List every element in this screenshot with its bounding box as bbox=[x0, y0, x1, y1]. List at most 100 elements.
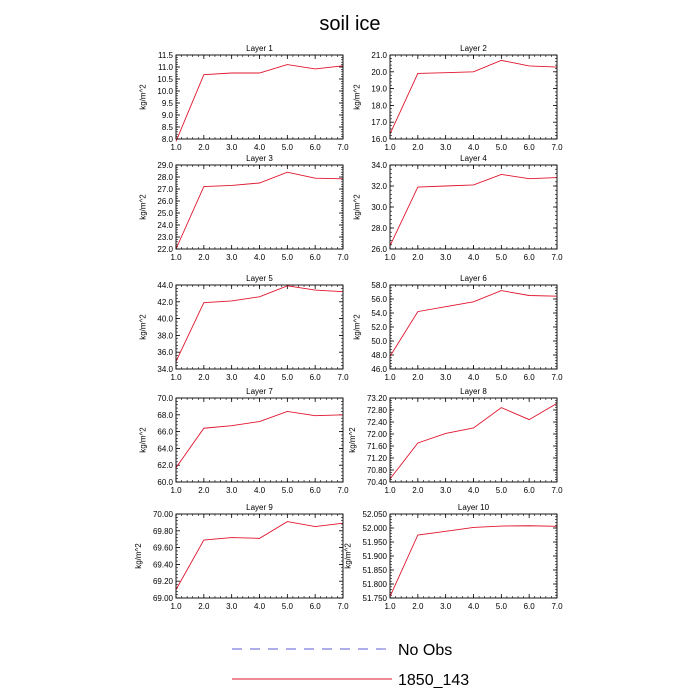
plot-frame bbox=[175, 397, 344, 483]
x-tick-label: 4.0 bbox=[468, 253, 480, 262]
legend: No Obs 1850_143 bbox=[232, 642, 469, 689]
panel-layer-2: Layer 2 16.0 17.0 18.0 19.0 20.0 21.0 1.0 2.0 3.0… bbox=[353, 44, 564, 152]
x-tick-label: 4.0 bbox=[254, 143, 266, 152]
y-tick-label: 72.80 bbox=[367, 406, 388, 415]
x-tick-label: 4.0 bbox=[468, 602, 480, 611]
y-tick-label: 8.5 bbox=[162, 123, 174, 132]
x-tick-label: 2.0 bbox=[412, 143, 424, 152]
panel-title: Layer 4 bbox=[460, 154, 487, 163]
y-axis-label: kg/m^2 bbox=[134, 543, 143, 569]
panel-title: Layer 10 bbox=[458, 503, 490, 512]
series-line-1850_143 bbox=[389, 59, 558, 135]
panel-title: Layer 7 bbox=[246, 387, 273, 396]
x-tick-label: 2.0 bbox=[198, 602, 210, 611]
panel-layer-5: Layer 5 34.0 36.0 38.0 40.0 42.0 44.0 1.0 2.0 3.0… bbox=[139, 274, 350, 382]
x-tick-label: 7.0 bbox=[337, 373, 349, 382]
y-tick-label: 50.0 bbox=[371, 337, 387, 346]
y-tick-label: 60.0 bbox=[157, 478, 173, 487]
y-tick-label: 36.0 bbox=[157, 348, 173, 357]
y-axis-label: kg/m^2 bbox=[353, 84, 362, 110]
x-tick-label: 3.0 bbox=[440, 486, 452, 495]
x-tick-label: 2.0 bbox=[198, 373, 210, 382]
plot-frame bbox=[175, 513, 344, 599]
y-tick-label: 40.0 bbox=[157, 315, 173, 324]
y-tick-label: 27.0 bbox=[157, 185, 173, 194]
x-tick-label: 5.0 bbox=[282, 253, 294, 262]
y-tick-label: 71.60 bbox=[367, 442, 388, 451]
x-tick-label: 2.0 bbox=[198, 486, 210, 495]
y-tick-label: 51.750 bbox=[363, 594, 388, 603]
x-tick-label: 7.0 bbox=[551, 253, 563, 262]
x-tick-label: 5.0 bbox=[282, 373, 294, 382]
x-tick-label: 3.0 bbox=[440, 143, 452, 152]
x-tick-label: 2.0 bbox=[412, 253, 424, 262]
panel-layer-7: Layer 7 60.0 62.0 64.0 66.0 68.0 70.0 1.0 2.0 3.0… bbox=[139, 387, 350, 495]
x-tick-label: 6.0 bbox=[310, 143, 322, 152]
x-tick-label: 5.0 bbox=[282, 143, 294, 152]
y-tick-label: 58.0 bbox=[371, 281, 387, 290]
y-tick-label: 62.0 bbox=[157, 461, 173, 470]
y-tick-label: 69.60 bbox=[153, 544, 174, 553]
x-tick-label: 5.0 bbox=[282, 486, 294, 495]
series-line-1850_143 bbox=[389, 525, 558, 597]
panel-title: Layer 9 bbox=[246, 503, 273, 512]
y-tick-label: 24.0 bbox=[157, 221, 173, 230]
y-tick-label: 21.0 bbox=[371, 51, 387, 60]
panel-layer-4: Layer 4 26.0 28.0 30.0 32.0 34.0 1.0 2.0 3.0 4.0 5… bbox=[353, 154, 564, 262]
legend-label: 1850_143 bbox=[398, 672, 469, 689]
y-tick-label: 20.0 bbox=[371, 68, 387, 77]
figure-title: soil ice bbox=[319, 13, 380, 35]
panel-layer-3: Layer 3 22.0 23.0 24.0 25.0 26.0 27.0 28.0 29.0 1… bbox=[139, 154, 350, 262]
x-tick-label: 1.0 bbox=[384, 486, 396, 495]
y-tick-label: 54.0 bbox=[371, 309, 387, 318]
y-tick-label: 72.40 bbox=[367, 418, 388, 427]
x-tick-label: 6.0 bbox=[524, 143, 536, 152]
y-tick-label: 22.0 bbox=[157, 245, 173, 254]
x-tick-label: 7.0 bbox=[551, 486, 563, 495]
x-tick-label: 1.0 bbox=[170, 486, 182, 495]
x-tick-label: 7.0 bbox=[337, 486, 349, 495]
y-tick-label: 69.20 bbox=[153, 577, 174, 586]
panel-title: Layer 6 bbox=[460, 274, 487, 283]
series-line-1850_143 bbox=[175, 64, 344, 142]
y-tick-label: 70.80 bbox=[367, 466, 388, 475]
y-tick-label: 11.0 bbox=[158, 63, 174, 72]
series-line-1850_143 bbox=[175, 410, 344, 468]
y-tick-label: 17.0 bbox=[371, 118, 387, 127]
x-tick-label: 7.0 bbox=[551, 602, 563, 611]
panel-title: Layer 8 bbox=[460, 387, 487, 396]
x-tick-label: 2.0 bbox=[412, 602, 424, 611]
y-tick-label: 10.5 bbox=[157, 75, 173, 84]
panel-layer-9: Layer 9 69.00 69.20 69.40 69.60 69.80 70.00 1.0… bbox=[134, 503, 349, 611]
y-tick-label: 9.5 bbox=[162, 99, 174, 108]
y-tick-label: 44.0 bbox=[157, 281, 173, 290]
x-tick-label: 6.0 bbox=[310, 253, 322, 262]
x-tick-label: 1.0 bbox=[384, 373, 396, 382]
y-tick-label: 71.20 bbox=[367, 454, 388, 463]
x-tick-label: 5.0 bbox=[496, 602, 508, 611]
y-axis-label: kg/m^2 bbox=[353, 194, 362, 220]
x-tick-label: 7.0 bbox=[337, 602, 349, 611]
y-tick-label: 51.950 bbox=[363, 538, 388, 547]
y-tick-label: 69.80 bbox=[153, 527, 174, 536]
y-axis-label: kg/m^2 bbox=[139, 194, 148, 220]
x-tick-label: 3.0 bbox=[226, 486, 238, 495]
x-tick-label: 7.0 bbox=[551, 143, 563, 152]
y-tick-label: 34.0 bbox=[371, 161, 387, 170]
y-tick-label: 73.20 bbox=[367, 394, 388, 403]
y-tick-label: 38.0 bbox=[157, 331, 173, 340]
x-tick-label: 6.0 bbox=[524, 253, 536, 262]
y-tick-label: 52.0 bbox=[371, 323, 387, 332]
x-tick-label: 2.0 bbox=[412, 373, 424, 382]
y-tick-label: 28.0 bbox=[371, 224, 387, 233]
panel-layer-6: Layer 6 46.0 48.0 50.0 52.0 54.0 56.0 58.0 1.0 2.… bbox=[353, 274, 564, 382]
series-line-1850_143 bbox=[175, 171, 344, 250]
y-tick-label: 72.00 bbox=[367, 430, 388, 439]
panel-title: Layer 3 bbox=[246, 154, 273, 163]
x-tick-label: 3.0 bbox=[440, 602, 452, 611]
x-tick-label: 6.0 bbox=[524, 373, 536, 382]
x-tick-label: 1.0 bbox=[170, 373, 182, 382]
y-tick-label: 68.0 bbox=[157, 411, 173, 420]
panel-layer-10: Layer 10 51.750 51.800 51.850 51.900 51.950 52… bbox=[343, 503, 563, 611]
y-tick-label: 10.0 bbox=[157, 87, 173, 96]
